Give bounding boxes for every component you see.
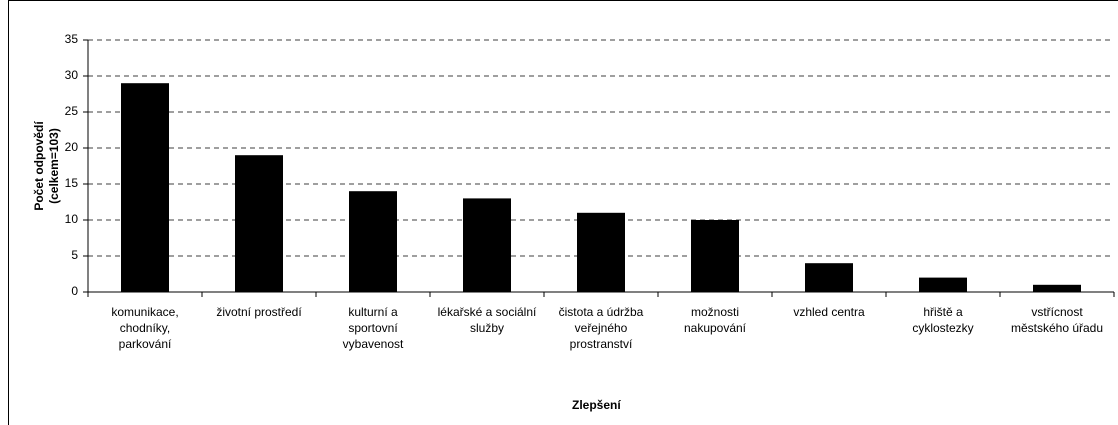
x-tick-label: lékařské a sociální služby	[437, 305, 537, 335]
x-tick-label: kulturní a sportovní vybavenost	[342, 305, 404, 351]
bar	[463, 198, 511, 292]
y-tick-label: 5	[71, 248, 78, 262]
bar	[577, 212, 625, 292]
x-axis-label: Zlepšení	[572, 398, 621, 412]
y-tick-label: 30	[65, 68, 79, 82]
bar	[1033, 284, 1081, 292]
x-tick-label: vstřícnost městského úřadu	[1010, 305, 1104, 335]
y-tick-label: 0	[71, 284, 78, 298]
y-tick-label: 35	[65, 32, 79, 46]
bar	[235, 155, 283, 292]
x-tick-label: hřiště a cyklostezky	[912, 305, 974, 335]
y-axis-label: Počet odpovědí (celkem=103)	[32, 121, 61, 211]
bar	[349, 191, 397, 292]
x-tick-label: možnosti nakupování	[683, 305, 747, 335]
bar	[919, 277, 967, 292]
bar	[691, 220, 739, 292]
y-tick-label: 15	[65, 176, 79, 190]
x-tick-label: čistota a údržba veřejného prostranství	[558, 305, 644, 351]
x-tick-label: vzhled centra	[793, 305, 865, 319]
bar	[805, 263, 853, 292]
y-tick-label: 10	[65, 212, 79, 226]
y-tick-label: 20	[65, 140, 79, 154]
x-tick-label: komunikace, chodníky, parkování	[111, 305, 179, 351]
bar	[121, 83, 169, 292]
y-tick-label: 25	[65, 104, 79, 118]
x-tick-label: životní prostředí	[216, 305, 302, 319]
frame	[8, 0, 1118, 425]
